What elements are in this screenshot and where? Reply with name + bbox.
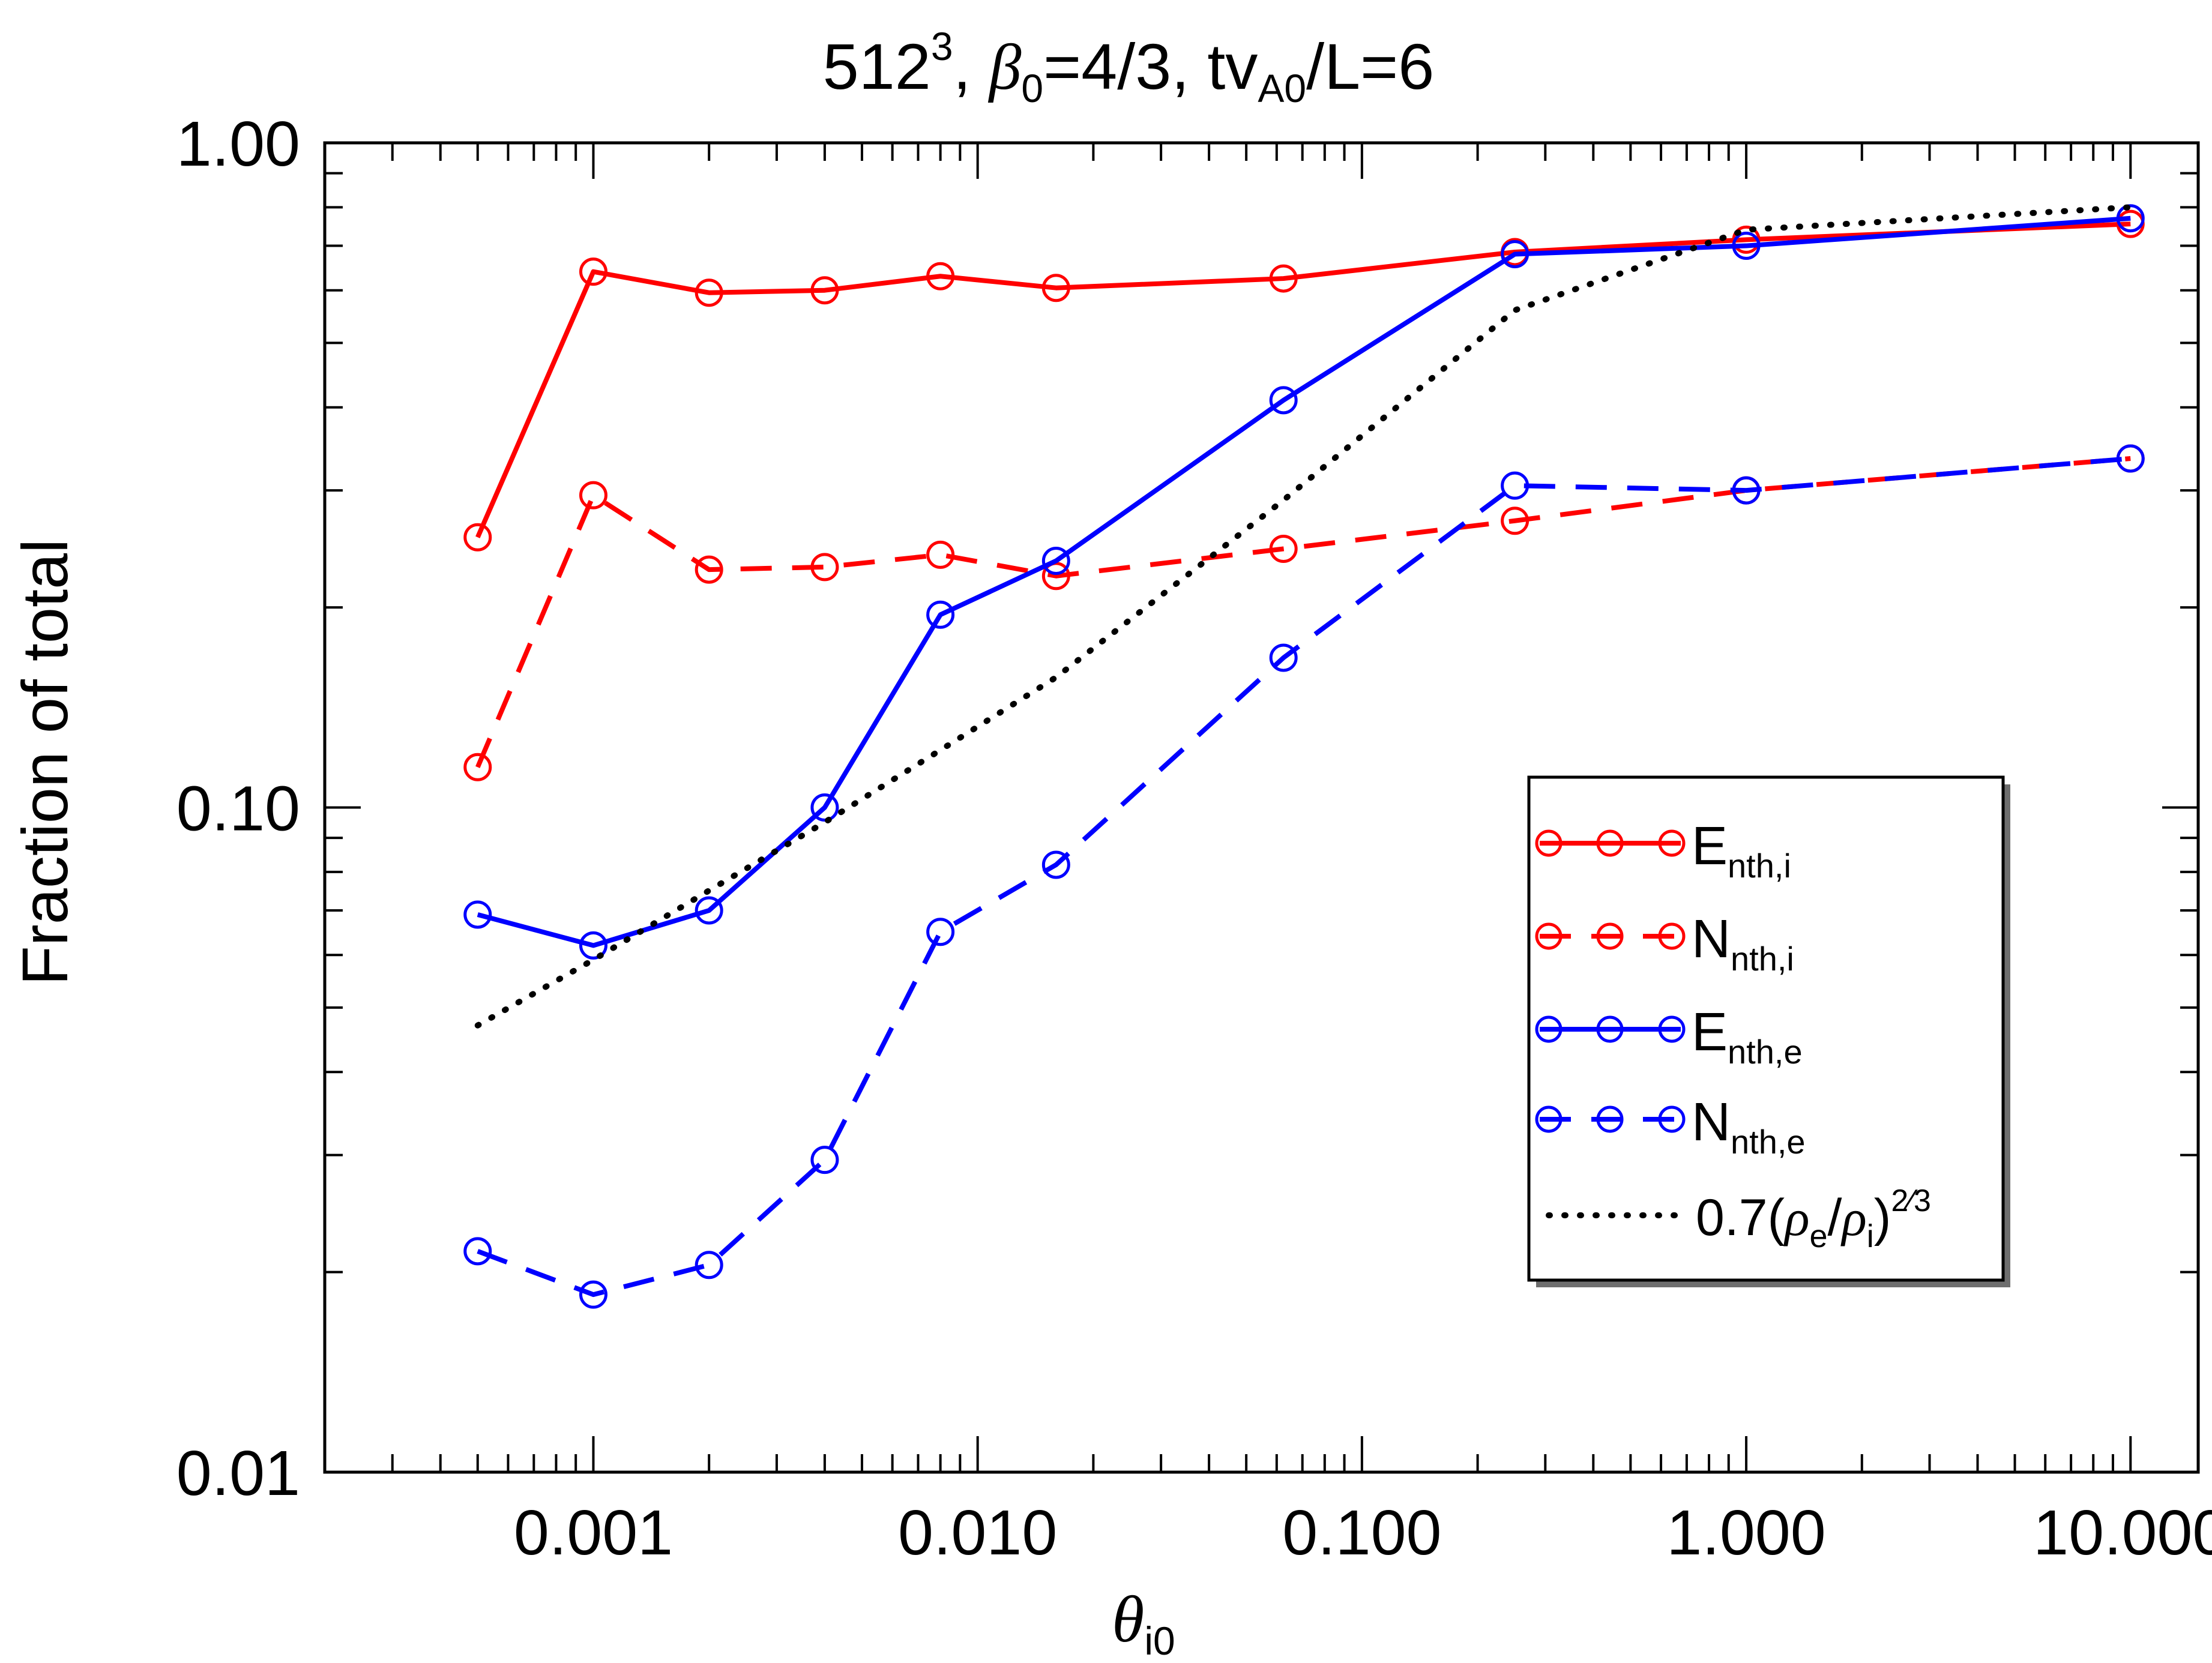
legend-marker	[1535, 829, 1563, 857]
legend-marker	[1658, 1015, 1686, 1043]
plot-series	[463, 204, 2145, 1309]
data-point	[1041, 547, 1070, 576]
data-point	[695, 1251, 723, 1280]
title-sep: ,	[953, 30, 989, 103]
legend-marker	[1596, 829, 1624, 857]
legend-marker	[1596, 1105, 1624, 1133]
legend-marker	[1596, 922, 1624, 950]
legend-entry-e-nth-e: Enth,e	[1535, 1002, 1803, 1071]
legend-marker	[1658, 829, 1686, 857]
title-beta-value: =4/3,	[1043, 30, 1207, 103]
x-tick-labels: 0.001 0.010 0.100 1.000 10.000	[514, 1497, 2212, 1568]
title-beta-sub: 0	[1021, 66, 1043, 110]
data-point	[810, 276, 839, 305]
data-point	[579, 931, 607, 960]
series-line-4	[474, 204, 2134, 1029]
data-point	[926, 262, 955, 290]
data-point	[695, 896, 723, 925]
data-point	[579, 481, 607, 510]
data-point	[579, 257, 607, 286]
legend-label-model: 0.7(ρe/ρi)2⁄3	[1696, 1183, 1931, 1254]
legend: Enth,i Nnth,i Enth,e Nnth,e	[1527, 775, 2010, 1287]
x-tick-label: 1.000	[1666, 1497, 1825, 1568]
data-point	[1501, 507, 1529, 535]
data-point	[1041, 274, 1070, 302]
title-prefix-sup: 3	[931, 24, 953, 68]
title-tv: tv	[1207, 30, 1258, 103]
legend-label-n-nth-e: Nnth,e	[1692, 1092, 1806, 1161]
legend-marker	[1596, 1015, 1624, 1043]
data-point	[1269, 264, 1298, 293]
y-axis-label: Fraction of total	[8, 539, 81, 985]
data-point	[579, 1280, 607, 1309]
data-point	[463, 523, 492, 552]
data-point	[1041, 850, 1070, 879]
x-axis-label-symbol: θ	[1112, 1583, 1144, 1656]
data-point	[810, 553, 839, 582]
legend-label-n-nth-i: Nnth,i	[1692, 909, 1794, 978]
data-point	[926, 600, 955, 629]
legend-entry-n-nth-i: Nnth,i	[1535, 909, 1794, 978]
data-point	[2116, 204, 2145, 233]
plot-frame	[323, 141, 2200, 1474]
y-tick-label: 1.00	[176, 109, 300, 179]
data-point	[1269, 534, 1298, 563]
x-tick-label: 0.001	[514, 1497, 673, 1568]
data-point	[926, 540, 955, 569]
data-point	[463, 1237, 492, 1266]
legend-marker	[1658, 922, 1686, 950]
data-point	[1732, 232, 1761, 260]
legend-entry-n-nth-e: Nnth,e	[1535, 1092, 1806, 1161]
legend-entry-model: 0.7(ρe/ρi)2⁄3	[1546, 1183, 1931, 1254]
data-point	[810, 793, 839, 822]
legend-label-e-nth-i: Enth,i	[1692, 816, 1791, 885]
legend-label-e-nth-e: Enth,e	[1692, 1002, 1803, 1071]
x-axis-label: θi0	[1112, 1583, 1175, 1663]
title-tv-sub: A0	[1258, 66, 1306, 110]
data-point	[1501, 471, 1529, 500]
data-point	[1501, 239, 1529, 268]
title-prefix: 512	[823, 30, 931, 103]
y-tick-label: 0.01	[176, 1438, 300, 1509]
series-line-0	[475, 221, 2131, 538]
legend-marker	[1535, 1015, 1563, 1043]
data-point	[1732, 476, 1761, 505]
x-tick-label: 0.010	[898, 1497, 1057, 1568]
data-point	[463, 753, 492, 781]
data-point	[695, 278, 723, 307]
series-line-1	[475, 456, 2131, 768]
data-point	[2116, 444, 2145, 473]
y-tick-labels: 0.01 0.10 1.00	[176, 109, 300, 1509]
data-point	[926, 918, 955, 946]
legend-entry-e-nth-i: Enth,i	[1535, 816, 1791, 885]
title-beta: β	[988, 32, 1022, 103]
x-tick-label: 0.100	[1282, 1497, 1441, 1568]
x-axis-label-sub: i0	[1144, 1619, 1175, 1663]
legend-marker	[1535, 922, 1563, 950]
title-tv-value: /L=6	[1306, 30, 1434, 103]
axis-ticks	[324, 142, 2198, 1473]
data-point	[695, 555, 723, 584]
data-point	[1269, 386, 1298, 415]
data-point	[463, 900, 492, 929]
legend-marker	[1658, 1105, 1686, 1133]
series-line-2	[477, 215, 2131, 948]
y-tick-label: 0.10	[176, 774, 300, 844]
data-point	[810, 1146, 839, 1174]
x-tick-label: 10.000	[2033, 1497, 2212, 1568]
data-point	[1269, 643, 1298, 672]
chart-title: 5123, β0=4/3, tvA0/L=6	[823, 24, 1435, 110]
legend-marker	[1535, 1105, 1563, 1133]
series-line-3	[477, 456, 2131, 1298]
